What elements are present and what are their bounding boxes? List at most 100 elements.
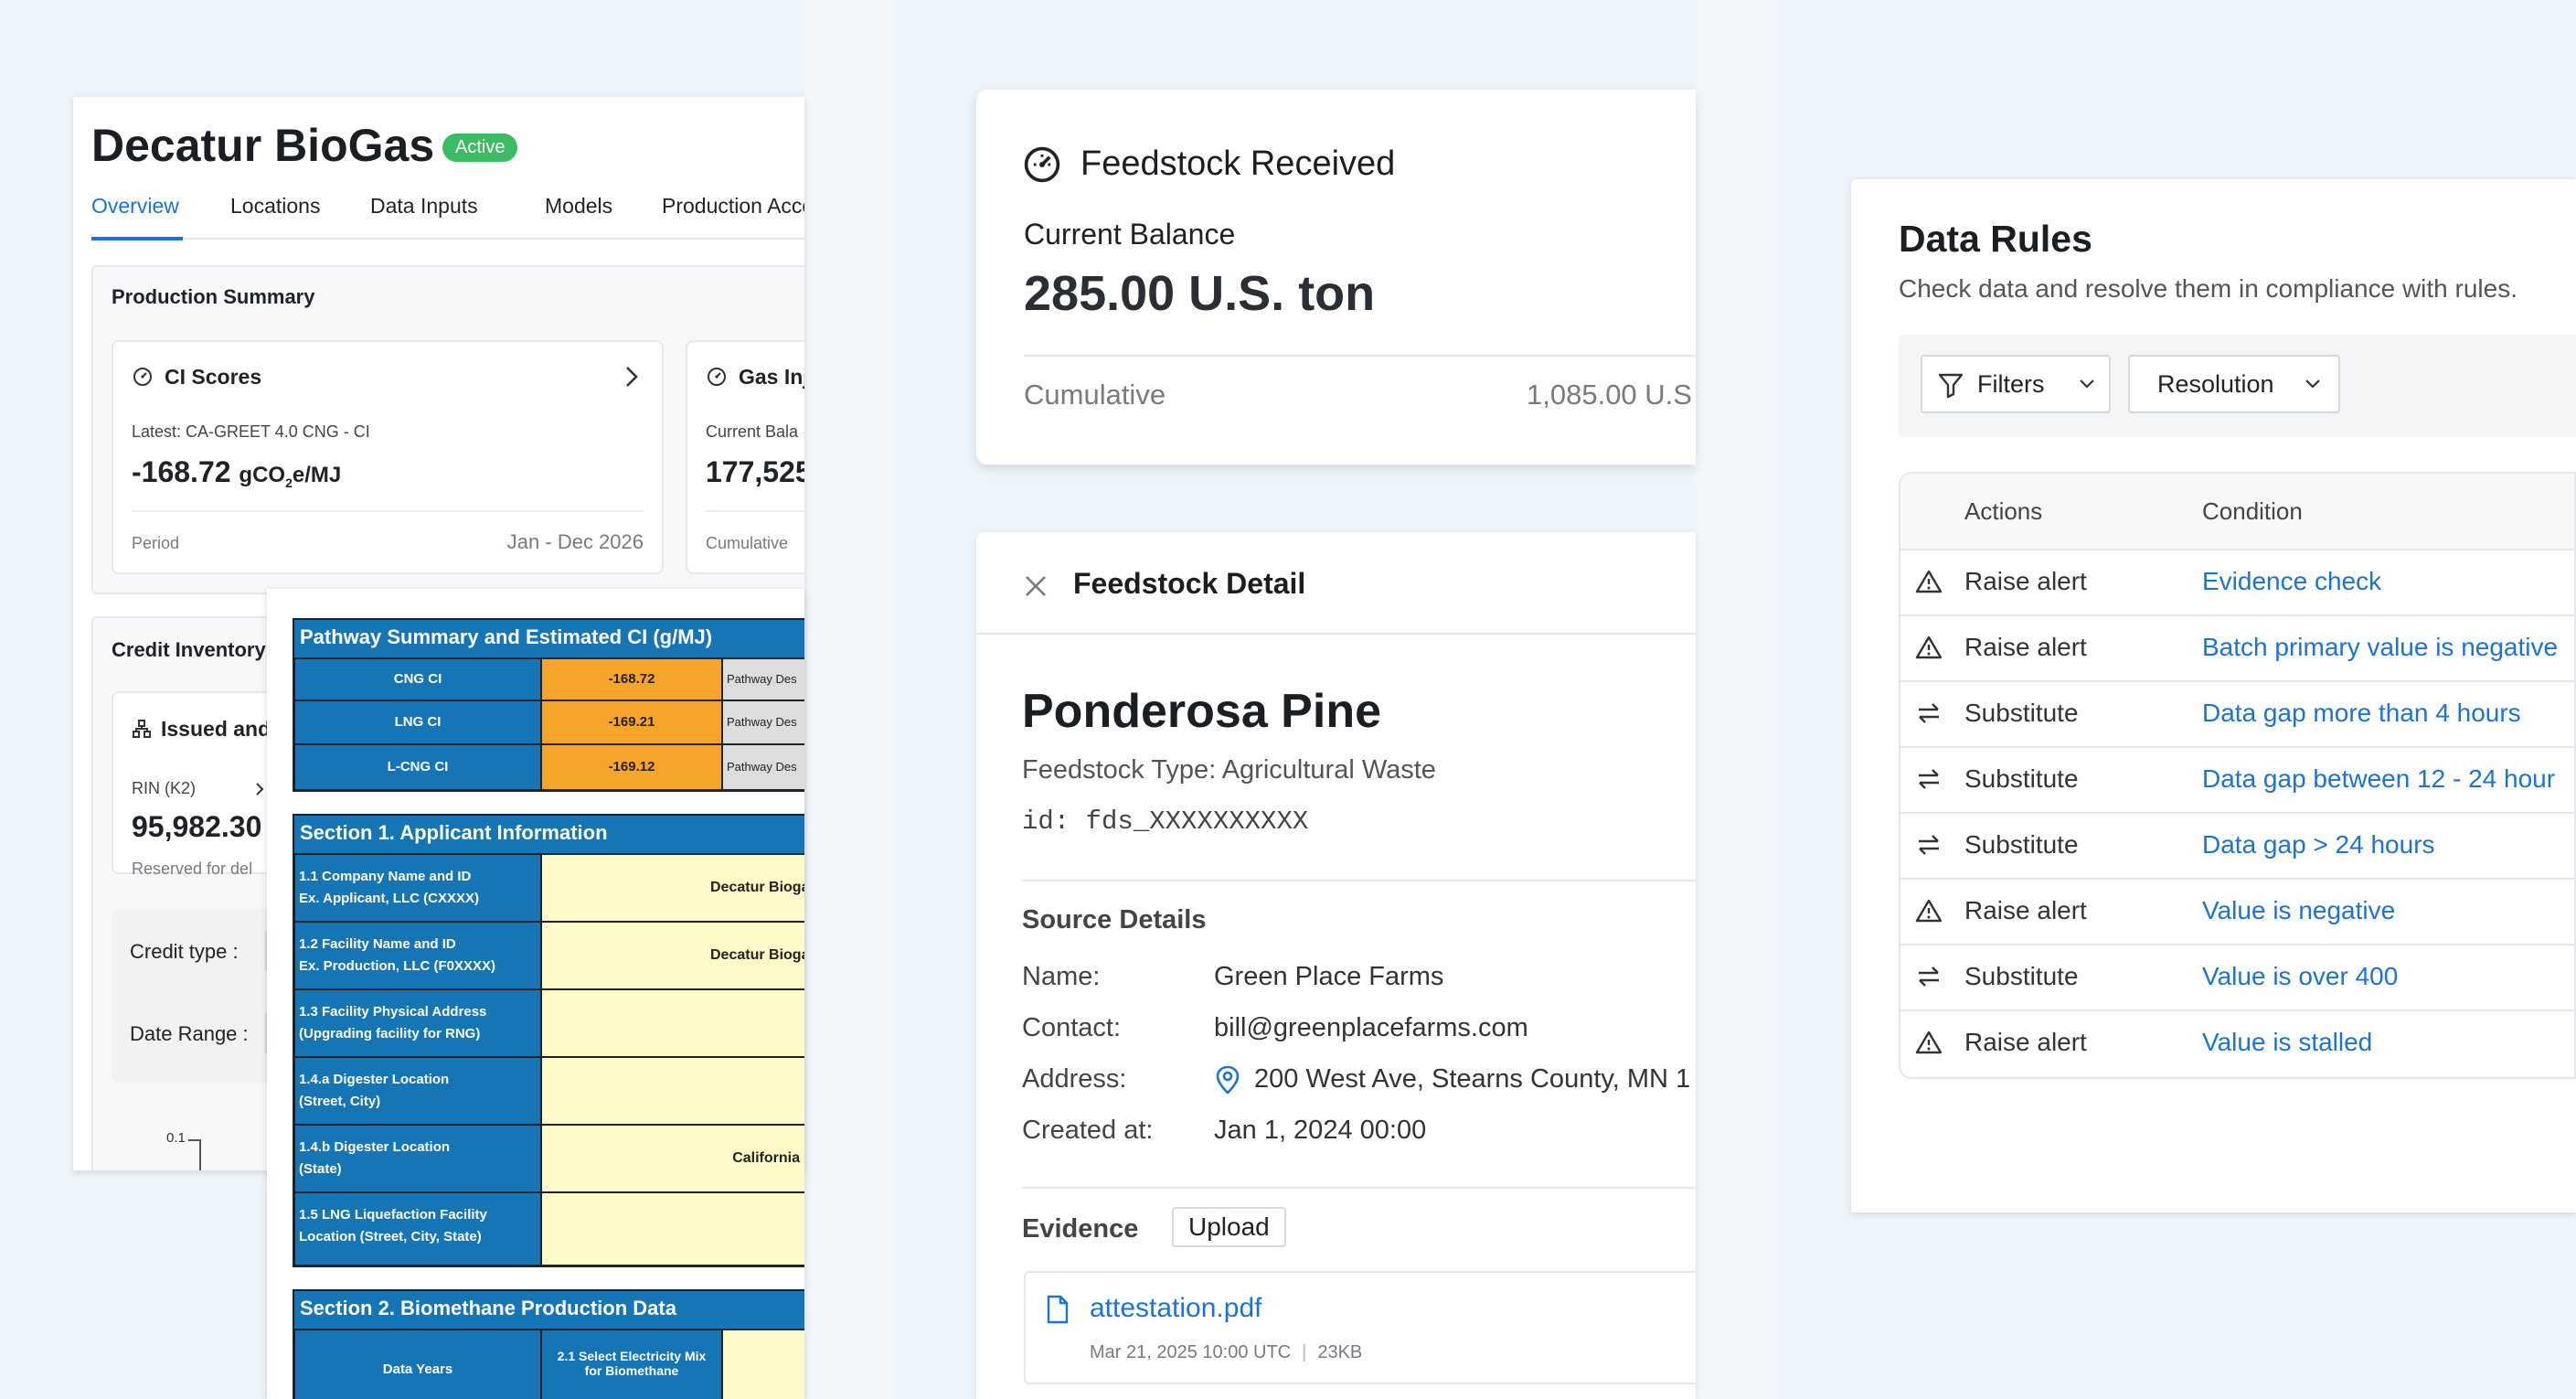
production-summary-section: Production Summary CI Scores Latest: CA-… — [91, 265, 804, 594]
page-title: Decatur BioGas — [91, 120, 435, 171]
rin-value: 95,982.30 — [132, 810, 262, 843]
column-header: Actions — [1964, 497, 2043, 525]
gauge-icon — [133, 368, 152, 386]
table-cell[interactable] — [541, 1057, 804, 1125]
rule-action: Raise alert — [1964, 567, 2087, 595]
page-subtitle: Check data and resolve them in complianc… — [1899, 274, 2518, 303]
table-row[interactable]: Raise alert Batch primary value is negati… — [1900, 614, 2574, 680]
section-heading: Credit Inventory — [112, 638, 266, 661]
chevron-down-icon — [2305, 379, 2320, 389]
filters-button[interactable]: Filters — [1921, 355, 2111, 413]
rule-condition-link[interactable]: Evidence check — [2202, 567, 2382, 595]
tab-data-inputs[interactable]: Data Inputs — [370, 194, 478, 218]
table-cell: Pathway Des — [722, 744, 804, 790]
feedstock-name: Ponderosa Pine — [1022, 685, 1381, 738]
rule-condition-link[interactable]: Data gap between 12 - 24 hour — [2202, 764, 2556, 793]
applicant-info-table: Section 1. Applicant Information 1.1 Com… — [293, 814, 804, 1267]
source-heading: Source Details — [1022, 905, 1207, 934]
tab-overview[interactable]: Overview — [91, 194, 179, 218]
swap-icon — [1915, 700, 1943, 731]
table-cell[interactable] — [722, 1330, 804, 1399]
swap-icon — [1915, 766, 1943, 796]
table-row[interactable]: Raise alert Evidence check — [1900, 549, 2574, 614]
gas-card-title: Gas Inj — [739, 365, 804, 389]
table-row[interactable]: Raise alert Value is stalled — [1900, 1009, 2574, 1075]
location-pin-icon — [1216, 1065, 1240, 1095]
table-row[interactable]: Raise alert Value is negative — [1900, 878, 2574, 944]
table-row[interactable]: Substitute Data gap > 24 hours — [1900, 812, 2574, 878]
rule-condition-link[interactable]: Data gap more than 4 hours — [2202, 699, 2521, 727]
chevron-down-icon — [2080, 379, 2094, 389]
rule-condition-link[interactable]: Data gap > 24 hours — [2202, 830, 2435, 859]
feedstock-received-card: Feedstock Received Current Balance 285.0… — [976, 90, 1696, 465]
tab-models[interactable]: Models — [545, 194, 613, 218]
feedstock-detail-panel: Feedstock Detail Ponderosa Pine Feedstoc… — [976, 532, 1696, 1399]
tab-bar: Overview Locations Data Inputs Models Pr… — [91, 194, 804, 240]
upload-button[interactable]: Upload — [1172, 1207, 1286, 1247]
tab-locations[interactable]: Locations — [230, 194, 321, 218]
gauge-icon — [1024, 146, 1060, 183]
file-icon — [1047, 1295, 1069, 1324]
cumulative-label: Cumulative — [1024, 379, 1166, 411]
page-title: Data Rules — [1899, 218, 2092, 260]
pathway-summary-table: Pathway Summary and Estimated CI (g/MJ) … — [293, 618, 804, 792]
file-card[interactable]: attestation.pdf Mar 21, 2025 10:00 UTC | 2… — [1024, 1271, 1696, 1384]
production-data-table: Section 2. Biomethane Production Data Da… — [293, 1289, 804, 1399]
table-row[interactable]: Substitute Value is over 400 — [1900, 944, 2574, 1009]
rule-action: Substitute — [1964, 764, 2079, 793]
panel-header: Feedstock Detail — [1073, 567, 1306, 600]
axis-line — [199, 1139, 201, 1170]
table-cell[interactable]: Decatur Bioga — [541, 854, 804, 922]
rule-action: Substitute — [1964, 830, 2079, 859]
swap-icon — [1915, 964, 1943, 994]
table-header: Pathway Summary and Estimated CI (g/MJ) — [294, 620, 804, 658]
ci-card-title: CI Scores — [165, 365, 262, 389]
tab-production-accounts[interactable]: Production Acco — [662, 194, 804, 218]
chevron-right-icon[interactable] — [620, 364, 644, 390]
background-strip — [1696, 0, 1778, 1399]
table-cell[interactable] — [541, 1192, 804, 1266]
rule-condition-link[interactable]: Value is stalled — [2202, 1028, 2373, 1056]
gas-balance-label: Current Bala — [706, 422, 799, 441]
chevron-right-icon[interactable] — [252, 781, 267, 797]
column-header: Condition — [2202, 497, 2303, 525]
close-icon[interactable] — [1022, 572, 1049, 600]
table-cell: 1.5 LNG Liquefaction Facility Location (S… — [294, 1192, 541, 1266]
rule-condition-link[interactable]: Value is negative — [2202, 896, 2396, 924]
period-label: Period — [132, 534, 180, 552]
divider — [1024, 355, 1696, 357]
evidence-heading: Evidence — [1022, 1214, 1139, 1244]
table-header-row: Actions Condition — [1900, 474, 2574, 549]
file-name[interactable]: attestation.pdf — [1090, 1293, 1262, 1323]
table-cell[interactable]: California — [541, 1125, 804, 1192]
ci-scores-card[interactable]: CI Scores Latest: CA-GREET 4.0 CNG - CI … — [112, 340, 664, 574]
table-cell: 1.4.b Digester Location (State) — [294, 1125, 541, 1192]
rules-table: Actions Condition Raise alert Evidence ch… — [1899, 472, 2576, 1079]
rule-condition-link[interactable]: Value is over 400 — [2202, 962, 2399, 990]
network-icon — [133, 720, 151, 738]
resolution-button[interactable]: Resolution — [2128, 355, 2340, 413]
table-cell: 1.2 Facility Name and ID Ex. Production, … — [294, 922, 541, 989]
table-row[interactable]: Substitute Data gap between 12 - 24 hour — [1900, 746, 2574, 812]
period-value: Jan - Dec 2026 — [506, 530, 644, 553]
table-cell[interactable]: Decatur Bioga — [541, 922, 804, 989]
table-header: Section 1. Applicant Information — [294, 816, 804, 854]
table-cell: -168.72 — [541, 658, 722, 700]
table-row[interactable]: Substitute Data gap more than 4 hours — [1900, 680, 2574, 746]
warning-icon — [1915, 569, 1943, 599]
source-contact[interactable]: bill@greenplacefarms.com — [1214, 1013, 1528, 1042]
issued-title: Issued and — [161, 717, 271, 741]
filter-icon — [1938, 373, 1964, 399]
table-cell: 1.4.a Digester Location (Street, City) — [294, 1057, 541, 1125]
table-cell: CNG CI — [294, 658, 541, 700]
cumulative-value: 1,085.00 U.S — [1527, 379, 1692, 411]
reserved-label: Reserved for del — [132, 860, 253, 878]
gas-balance-value: 177,525 — [706, 455, 804, 488]
table-cell: Pathway Des — [722, 658, 804, 700]
table-cell[interactable] — [541, 989, 804, 1057]
gas-injection-card[interactable]: Gas Inj Current Bala 177,525 Cumulative — [686, 340, 804, 574]
source-name: Green Place Farms — [1214, 962, 1444, 991]
filter-bar: Filters Resolution — [1899, 335, 2576, 437]
gauge-icon — [708, 368, 726, 386]
rule-condition-link[interactable]: Batch primary value is negative — [2202, 633, 2559, 661]
